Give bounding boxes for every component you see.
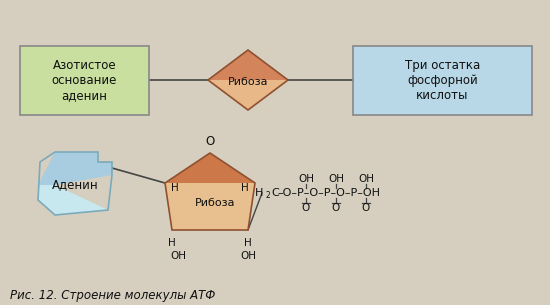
Text: C: C [271, 188, 279, 198]
Text: –O–P–O–P–O–P–OH: –O–P–O–P–O–P–OH [277, 188, 380, 198]
Text: 2: 2 [265, 192, 269, 200]
Text: OH: OH [240, 251, 256, 261]
Text: H: H [241, 183, 249, 193]
Text: Азотистое
основание
аденин: Азотистое основание аденин [52, 59, 117, 102]
FancyBboxPatch shape [20, 46, 149, 115]
Text: O: O [332, 203, 340, 213]
Text: Рибоза: Рибоза [228, 77, 268, 87]
Text: O: O [205, 135, 214, 148]
Polygon shape [38, 152, 112, 185]
Text: O: O [302, 203, 310, 213]
Polygon shape [165, 183, 255, 230]
Polygon shape [38, 162, 108, 215]
Text: OH: OH [358, 174, 374, 184]
Text: H: H [255, 188, 263, 198]
Text: OH: OH [328, 174, 344, 184]
Text: OH: OH [170, 251, 186, 261]
Text: OH: OH [298, 174, 314, 184]
Text: Аденин: Аденин [52, 178, 98, 192]
Text: Рибоза: Рибоза [195, 198, 235, 208]
Text: O: O [362, 203, 370, 213]
Text: Рис. 12. Строение молекулы АТФ: Рис. 12. Строение молекулы АТФ [10, 289, 216, 302]
Polygon shape [165, 153, 255, 183]
Text: H: H [244, 238, 252, 248]
Polygon shape [208, 80, 288, 110]
Text: Три остатка
фосфорной
кислоты: Три остатка фосфорной кислоты [405, 59, 480, 102]
Polygon shape [208, 50, 288, 80]
FancyBboxPatch shape [353, 46, 532, 115]
Text: H: H [168, 238, 176, 248]
Text: H: H [171, 183, 179, 193]
